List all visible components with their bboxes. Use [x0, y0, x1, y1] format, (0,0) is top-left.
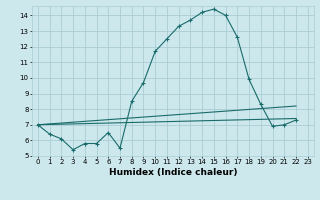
X-axis label: Humidex (Indice chaleur): Humidex (Indice chaleur): [108, 168, 237, 177]
